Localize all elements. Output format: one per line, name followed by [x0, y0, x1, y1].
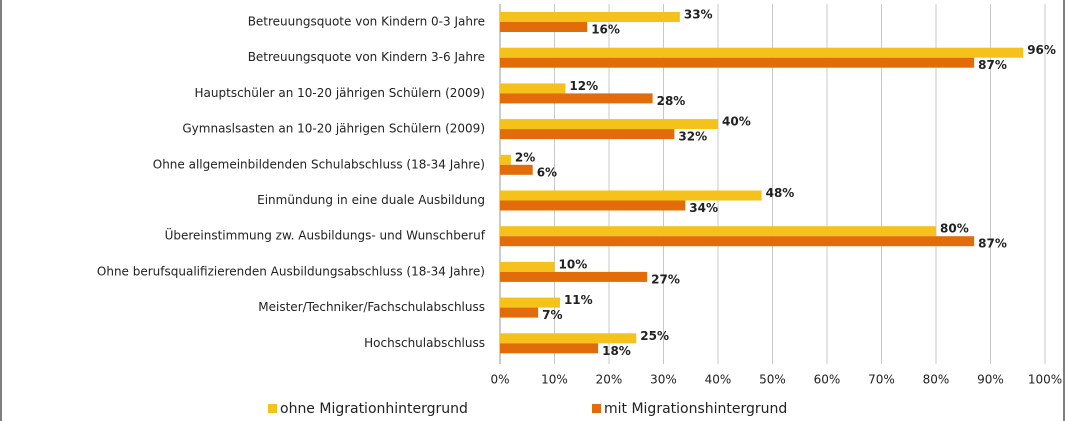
bar: [500, 47, 1024, 58]
bar: [500, 226, 936, 237]
x-tick-label: 70%: [868, 373, 895, 387]
value-label: 48%: [766, 186, 795, 200]
y-tick-label: Übereinstimmung zw. Ausbildungs- und Wun…: [165, 227, 486, 243]
value-label: 12%: [569, 79, 598, 93]
value-label: 11%: [564, 293, 593, 307]
y-tick-label: Hauptschüler an 10-20 jährigen Schülern …: [195, 86, 485, 100]
bar: [500, 119, 718, 130]
x-tick-label: 100%: [1028, 373, 1062, 387]
x-tick-label: 0%: [490, 373, 509, 387]
x-tick-label: 60%: [814, 373, 841, 387]
bar: [500, 236, 975, 247]
value-label: 87%: [978, 58, 1007, 72]
value-label: 32%: [678, 130, 707, 144]
value-label: 6%: [537, 165, 557, 179]
bar: [500, 297, 560, 308]
y-tick-label: Ohne berufsqualifizierenden Ausbildungsa…: [97, 264, 485, 278]
x-tick-label: 10%: [541, 373, 568, 387]
bar: [500, 164, 533, 175]
x-tick-label: 40%: [705, 373, 732, 387]
value-label: 87%: [978, 237, 1007, 251]
bar: [500, 190, 762, 201]
y-tick-label: Meister/Techniker/Fachschulabschluss: [258, 300, 485, 314]
value-label: 7%: [542, 308, 562, 322]
y-tick-label: Ohne allgemeinbildenden Schulabschluss (…: [153, 157, 485, 171]
x-tick-label: 30%: [650, 373, 677, 387]
y-tick-label: Gymnaslsasten an 10-20 jährigen Schülern…: [182, 122, 485, 136]
bar: [500, 12, 680, 22]
bar: [500, 343, 599, 354]
bar: [500, 200, 686, 211]
value-label: 25%: [640, 329, 669, 343]
value-label: 96%: [1027, 43, 1056, 57]
legend-swatch: [592, 404, 601, 413]
value-label: 40%: [722, 115, 751, 129]
value-label: 80%: [940, 222, 969, 236]
y-tick-label: Betreuungsquote von Kindern 0-3 Jahre: [248, 15, 485, 29]
x-tick-label: 80%: [923, 373, 950, 387]
value-label: 27%: [651, 272, 680, 286]
value-label: 10%: [559, 257, 588, 271]
value-label: 16%: [591, 23, 620, 37]
y-tick-label: Hochschulabschluss: [364, 336, 485, 350]
bar: [500, 22, 588, 32]
value-label: 2%: [515, 150, 535, 164]
value-label: 34%: [689, 201, 718, 215]
legend-label: ohne Migrationhintergrund: [280, 401, 468, 417]
legend-swatch: [268, 404, 277, 413]
bar: [500, 271, 648, 282]
y-tick-label: Betreuungsquote von Kindern 3-6 Jahre: [248, 50, 485, 64]
bar: [500, 154, 511, 165]
value-label: 33%: [684, 8, 713, 22]
value-label: 18%: [602, 344, 631, 358]
x-tick-label: 50%: [759, 373, 786, 387]
bar: [500, 307, 539, 318]
value-label: 28%: [657, 94, 686, 108]
bar: [500, 333, 637, 344]
bar: [500, 83, 566, 94]
bar: [500, 57, 975, 68]
legend-label: mit Migrationshintergrund: [604, 401, 787, 417]
bar: [500, 261, 555, 272]
bar: [500, 93, 653, 104]
x-tick-label: 20%: [596, 373, 623, 387]
x-tick-label: 90%: [977, 373, 1004, 387]
y-tick-label: Einmündung in eine duale Ausbildung: [257, 193, 485, 207]
bar: [500, 129, 675, 140]
